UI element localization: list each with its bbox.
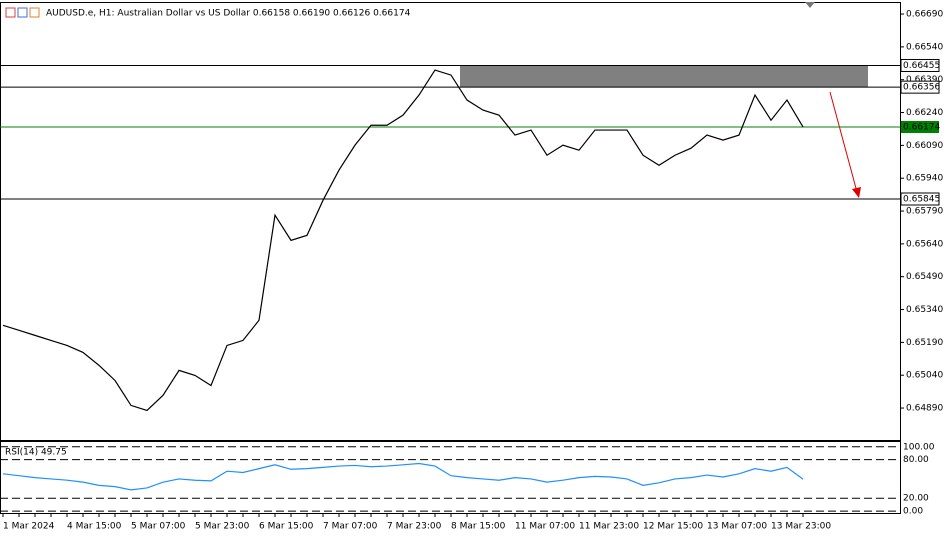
level-label: 0.65845 bbox=[903, 195, 940, 205]
level-box bbox=[900, 192, 940, 206]
x-tick-label: 8 Mar 15:00 bbox=[451, 522, 506, 532]
y-tick-label: 0.65190 bbox=[906, 338, 943, 348]
x-tick-label: 5 Mar 23:00 bbox=[195, 522, 250, 532]
y-tick-label: 0.65340 bbox=[906, 305, 943, 315]
x-tick-label: 12 Mar 15:00 bbox=[643, 522, 703, 532]
zone bbox=[460, 65, 868, 88]
y-tick-label: 0.66690 bbox=[906, 10, 943, 20]
y-tick-label: 0.65790 bbox=[906, 207, 943, 217]
x-tick-label: 7 Mar 23:00 bbox=[387, 522, 442, 532]
x-tick-label: 4 Mar 15:00 bbox=[67, 522, 122, 532]
level-box bbox=[900, 80, 940, 94]
x-tick-label: 1 Mar 2024 bbox=[3, 522, 55, 532]
x-tick-label: 11 Mar 23:00 bbox=[579, 522, 639, 532]
y-tick-label: 0.64890 bbox=[906, 404, 943, 414]
level-label: 0.66174 bbox=[903, 122, 940, 132]
y-tick-label: 0.65640 bbox=[906, 239, 943, 249]
level-box bbox=[900, 58, 940, 72]
price-line bbox=[2, 69, 804, 412]
level-label: 0.66356 bbox=[903, 83, 940, 93]
rsi-tick-label: 20.00 bbox=[903, 494, 929, 504]
rsi-tick-label: 100.00 bbox=[903, 442, 935, 452]
y-tick-label: 0.66090 bbox=[906, 141, 943, 151]
x-tick-label: 11 Mar 07:00 bbox=[515, 522, 575, 532]
icon bbox=[5, 7, 16, 18]
icon bbox=[29, 7, 40, 18]
rsi-tick-label: 0.00 bbox=[903, 507, 923, 517]
y-tick-label: 0.65040 bbox=[906, 371, 943, 381]
y-tick-label: 0.65940 bbox=[906, 174, 943, 184]
chart-title: AUDUSD.e, H1: Australian Dollar vs US Do… bbox=[46, 9, 411, 19]
rsi-title: RSI(14) 49.75 bbox=[5, 448, 67, 458]
y-tick-label: 0.66390 bbox=[906, 75, 943, 85]
y-tick-label: 0.66240 bbox=[906, 108, 943, 118]
y-tick-label: 0.66540 bbox=[906, 42, 943, 52]
x-tick-label: 13 Mar 23:00 bbox=[771, 522, 831, 532]
marker bbox=[805, 2, 815, 8]
x-tick-label: 5 Mar 07:00 bbox=[131, 522, 186, 532]
arrowhead bbox=[852, 187, 861, 198]
x-tick-label: 6 Mar 15:00 bbox=[259, 522, 314, 532]
level-box bbox=[901, 120, 939, 133]
rsi-tick-label: 80.00 bbox=[903, 455, 929, 465]
level-label: 0.66455 bbox=[903, 61, 940, 71]
x-tick-label: 13 Mar 07:00 bbox=[707, 522, 767, 532]
x-tick-label: 7 Mar 07:00 bbox=[323, 522, 378, 532]
price-line bbox=[2, 462, 804, 491]
arrow bbox=[829, 91, 858, 193]
main-pane bbox=[0, 2, 901, 441]
y-tick-label: 0.65490 bbox=[906, 272, 943, 282]
icon bbox=[17, 7, 28, 18]
